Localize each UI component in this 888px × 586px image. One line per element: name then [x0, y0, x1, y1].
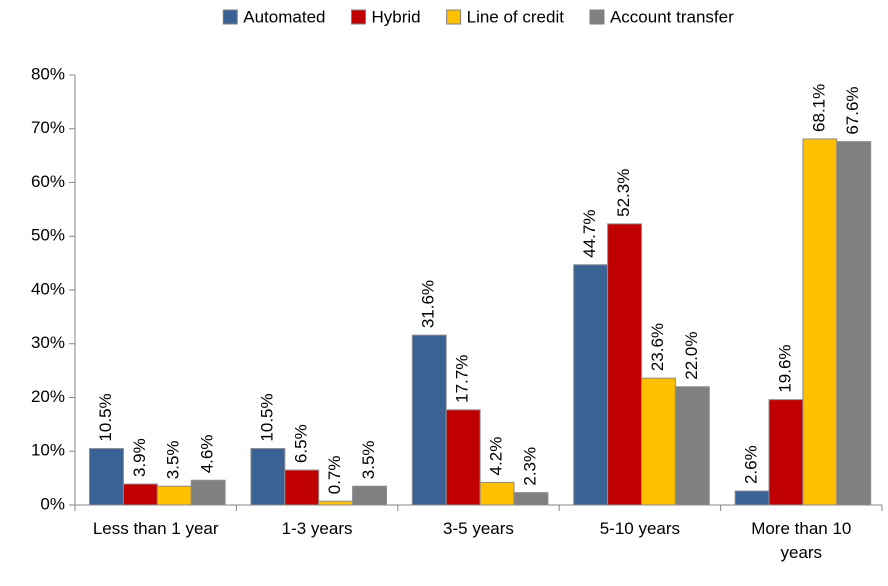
y-tick-label: 40%	[31, 279, 65, 298]
legend-label: Line of credit	[467, 7, 565, 26]
legend-swatch	[589, 9, 605, 25]
value-label: 3.9%	[130, 438, 149, 477]
x-tick-label: 3-5 years	[443, 519, 514, 538]
bar	[513, 492, 549, 506]
bar	[156, 485, 192, 506]
bar	[318, 500, 354, 506]
y-tick-label: 60%	[31, 172, 65, 191]
bar	[768, 399, 804, 506]
x-tick-label-box: More than 10 years	[751, 519, 852, 562]
y-tick-label: 10%	[31, 441, 65, 460]
bar	[573, 264, 609, 506]
bar	[641, 377, 676, 506]
value-label: 3.5%	[164, 440, 183, 479]
legend-swatch	[350, 9, 366, 25]
bar	[250, 448, 286, 506]
value-label: 22.0%	[682, 332, 701, 380]
value-label: 10.5%	[257, 393, 276, 441]
bar	[607, 223, 643, 506]
value-label: 68.1%	[809, 84, 828, 132]
value-label: 6.5%	[291, 424, 310, 463]
bar	[802, 138, 838, 506]
legend-swatch	[222, 9, 238, 25]
x-tick-label: 5-10 years	[599, 519, 681, 538]
bar	[122, 483, 158, 506]
value-label: 31.6%	[419, 280, 438, 328]
x-tick-label: Less than 1 year	[92, 519, 219, 538]
x-tick-label-box: 3-5 years	[443, 519, 514, 538]
bar	[445, 409, 481, 506]
x-tick-label-box: Less than 1 year	[92, 519, 219, 538]
bar	[190, 479, 226, 506]
bar	[836, 141, 872, 506]
y-tick-label: 0%	[40, 494, 65, 513]
x-tick-label: 1-3 years	[281, 519, 353, 538]
value-label: 3.5%	[359, 440, 378, 479]
legend: Automated Hybrid Line of credit Account tra…	[222, 7, 734, 26]
y-tick-label: 50%	[31, 226, 65, 245]
value-label: 2.3%	[520, 447, 539, 486]
value-label: 23.6%	[648, 323, 667, 371]
value-label: 10.5%	[96, 393, 115, 441]
bar	[89, 448, 124, 506]
legend-label: Account transfer	[610, 7, 734, 26]
legend-label: Automated	[243, 7, 325, 26]
value-label: 2.6%	[742, 445, 761, 484]
value-label: 44.7%	[580, 210, 599, 258]
bar	[479, 481, 515, 506]
value-label: 4.6%	[198, 435, 217, 474]
legend-swatch	[446, 9, 462, 25]
bar	[734, 490, 770, 506]
value-label: 52.3%	[614, 169, 633, 217]
y-tick-label: 30%	[31, 333, 65, 352]
x-tick-label: More than 10 years	[751, 519, 852, 562]
y-tick-label: 80%	[31, 64, 65, 83]
bar	[674, 386, 710, 506]
value-label: 4.2%	[487, 437, 506, 476]
y-tick-label: 70%	[31, 118, 65, 137]
legend-label: Hybrid	[371, 7, 420, 26]
value-label: 67.6%	[843, 86, 862, 134]
bar	[352, 485, 388, 506]
value-label: 0.7%	[325, 455, 344, 494]
x-tick-label-box: 5-10 years	[599, 519, 681, 538]
value-label: 17.7%	[453, 355, 472, 403]
bar	[284, 469, 320, 506]
x-tick-label-box: 1-3 years	[281, 519, 353, 538]
value-label: 19.6%	[775, 344, 794, 392]
y-tick-label: 20%	[31, 387, 65, 406]
bar	[411, 334, 447, 506]
